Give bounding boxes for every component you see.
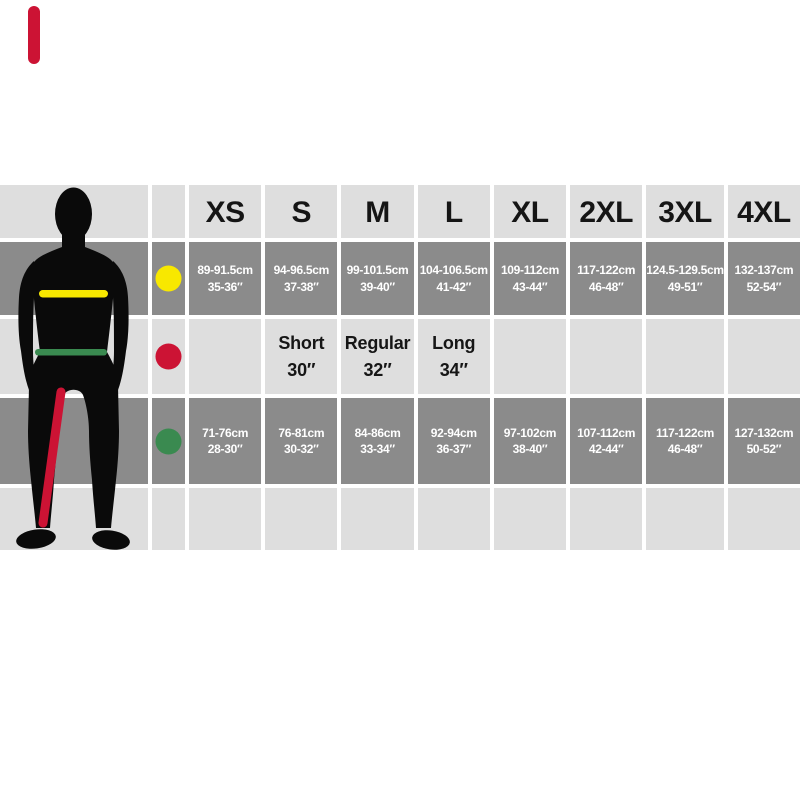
measurement-cell: 84-86cm 33-34″ <box>341 398 414 484</box>
measurement-cell: 99-101.5cm 39-40″ <box>341 242 414 315</box>
fit-cell: Long 34″ <box>417 319 490 394</box>
dot-cell <box>152 319 185 394</box>
figure-column-spacer <box>0 319 148 394</box>
figure-column-spacer <box>0 185 148 238</box>
measurement-cell: 71-76cm 28-30″ <box>189 398 262 484</box>
empty-cell <box>570 319 643 394</box>
size-header-cell: 3XL <box>646 185 724 238</box>
measurement-cell: 124.5-129.5cm 49-51″ <box>646 242 724 315</box>
empty-cell <box>570 488 643 550</box>
dot-column-spacer <box>152 185 185 238</box>
measurement-cell: 109-112cm 43-44″ <box>493 242 567 315</box>
empty-cell <box>189 319 262 394</box>
empty-cell <box>493 319 567 394</box>
empty-cell <box>646 488 724 550</box>
measurement-cell: 97-102cm 38-40″ <box>493 398 567 484</box>
size-header-cell: S <box>265 185 338 238</box>
empty-cell <box>646 319 724 394</box>
measurement-cell: 107-112cm 42-44″ <box>570 398 643 484</box>
empty-cell <box>727 319 800 394</box>
fit-cell: Regular 32″ <box>341 319 414 394</box>
measurement-cell: 127-132cm 50-52″ <box>727 398 800 484</box>
measurement-cell: 94-96.5cm 37-38″ <box>265 242 338 315</box>
measurement-cell: 92-94cm 36-37″ <box>417 398 490 484</box>
empty-cell <box>341 488 414 550</box>
measurement-cell: 117-122cm 46-48″ <box>646 398 724 484</box>
empty-cell <box>152 488 185 550</box>
measurement-cell: 132-137cm 52-54″ <box>727 242 800 315</box>
empty-cell <box>265 488 338 550</box>
figure-column-spacer <box>0 242 148 315</box>
size-header-cell: L <box>417 185 490 238</box>
size-header-cell: XL <box>493 185 567 238</box>
red-dot-icon <box>155 343 182 370</box>
measurement-cell: 76-81cm 30-32″ <box>265 398 338 484</box>
dot-cell <box>152 398 185 484</box>
dot-cell <box>152 242 185 315</box>
empty-cell <box>727 488 800 550</box>
fit-cell: Short 30″ <box>265 319 338 394</box>
measurement-cell: 117-122cm 46-48″ <box>570 242 643 315</box>
figure-column-spacer <box>0 488 148 550</box>
size-header-cell: M <box>341 185 414 238</box>
measurement-cell: 89-91.5cm 35-36″ <box>189 242 262 315</box>
size-table: XS S M L XL 2XL 3XL 4XL 89-91.5cm 35-36″… <box>0 185 800 550</box>
size-header-cell: XS <box>189 185 262 238</box>
figure-column-spacer <box>0 398 148 484</box>
size-header-cell: 2XL <box>570 185 643 238</box>
empty-cell <box>189 488 262 550</box>
green-dot-icon <box>155 427 182 455</box>
size-header-cell: 4XL <box>727 185 800 238</box>
yellow-dot-icon <box>155 265 182 292</box>
empty-cell <box>417 488 490 550</box>
measurement-cell: 104-106.5cm 41-42″ <box>417 242 490 315</box>
empty-cell <box>493 488 567 550</box>
